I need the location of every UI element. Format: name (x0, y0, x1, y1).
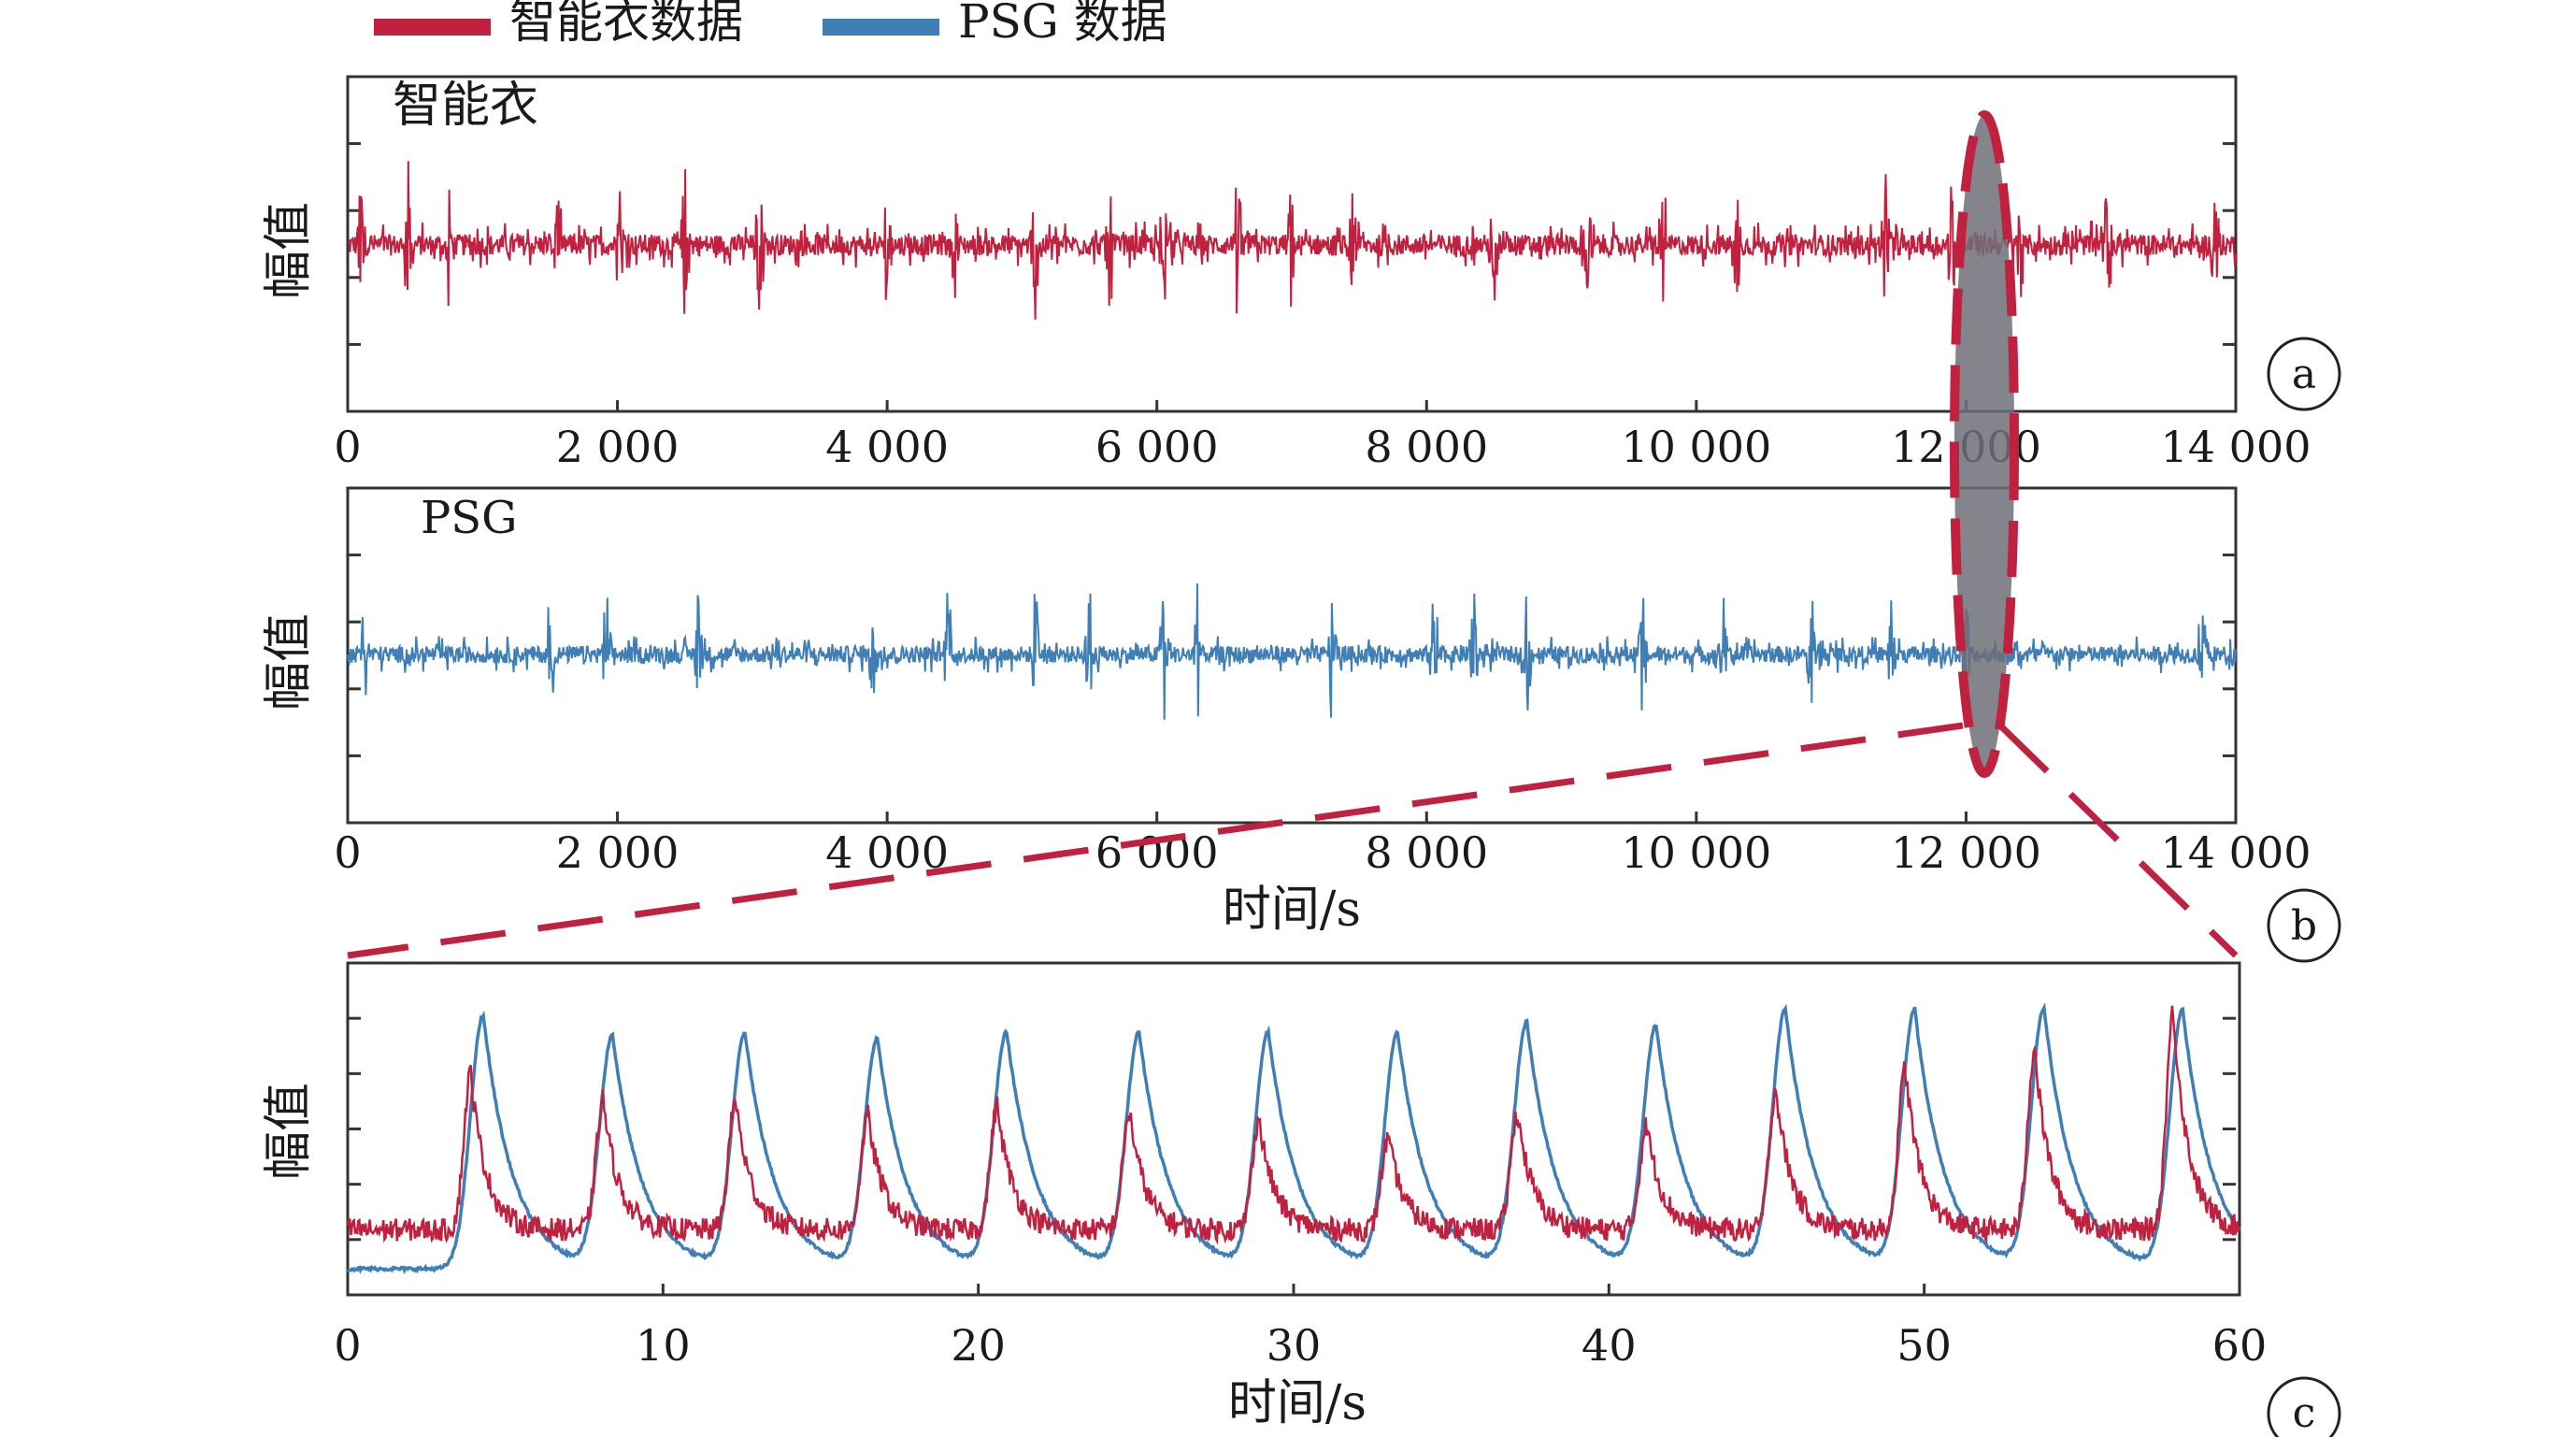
x-tick-label: 8 000 (1365, 422, 1488, 472)
x-tick-label: 4 000 (825, 827, 949, 878)
panel-b-xlabel: 时间/s (1223, 882, 1361, 938)
zoom-highlight (347, 110, 2239, 959)
zoom-line-left (347, 722, 1964, 959)
panel-label-c: c (2267, 1376, 2341, 1437)
x-tick-label: 6 000 (1095, 827, 1219, 878)
panel-label-c-text: c (2293, 1389, 2316, 1437)
panel-a-y-ticks (348, 142, 2236, 346)
panel-a-series-line (347, 161, 2237, 320)
x-tick-label: 10 000 (1621, 827, 1771, 878)
panel-a-ylabel: 幅值 (261, 202, 317, 299)
panel-a-title: 智能衣 (393, 78, 538, 134)
panel-a-frame (346, 75, 2238, 413)
x-tick-label: 30 (1267, 1320, 1322, 1371)
panel-b-x-ticks: 0 2 000 4 000 6 000 8 000 10 000 12 000 14 000 (334, 812, 2311, 878)
x-tick-label: 12 000 (1891, 827, 2041, 878)
legend-swatch-smart-garment (374, 19, 491, 36)
x-tick-label: 10 (636, 1320, 691, 1371)
x-tick-label: 14 000 (2161, 422, 2311, 472)
x-tick-label: 0 (334, 1320, 361, 1371)
panel-label-b: b (2267, 888, 2341, 963)
panel-c: 幅值 0 10 20 30 40 50 60 时间/s (261, 961, 2267, 1431)
x-tick-label: 60 (2212, 1320, 2268, 1371)
x-tick-label: 2 000 (556, 422, 680, 472)
x-tick-label: 10 000 (1621, 422, 1771, 472)
panel-c-ylabel: 幅值 (261, 1083, 317, 1180)
panel-c-psg-line (346, 1002, 2241, 1275)
legend: 智能衣数据 PSG 数据 (374, 0, 1167, 49)
panel-label-a: a (2267, 337, 2341, 411)
panel-label-a-text: a (2292, 351, 2316, 398)
panel-label-b-text: b (2291, 902, 2317, 950)
panel-b-title: PSG (421, 492, 518, 544)
x-tick-label: 8 000 (1365, 827, 1488, 878)
x-tick-label: 50 (1896, 1320, 1952, 1371)
panel-b-ylabel: 幅值 (261, 613, 317, 711)
panel-label-a-circle (2267, 337, 2341, 411)
panel-c-frame (346, 961, 2241, 1297)
panel-b: PSG 幅值 0 2 000 4 000 6 000 8 000 10 000 12 000… (261, 486, 2311, 938)
panel-label-b-circle (2267, 888, 2341, 963)
x-tick-label: 4 000 (825, 422, 949, 472)
x-tick-label: 0 (334, 422, 361, 472)
zoom-line-right (1997, 723, 2239, 958)
x-tick-label: 6 000 (1095, 422, 1219, 472)
panel-c-garment-line (346, 1005, 2240, 1245)
panel-label-c-circle (2267, 1376, 2341, 1437)
legend-label-smart-garment: 智能衣数据 (509, 0, 743, 49)
x-tick-label: 2 000 (556, 827, 680, 878)
panel-b-y-ticks (348, 553, 2236, 757)
panel-c-xlabel: 时间/s (1228, 1375, 1367, 1431)
legend-swatch-psg (823, 19, 939, 36)
x-tick-label: 14 000 (2161, 827, 2311, 878)
panel-c-x-ticks: 0 10 20 30 40 50 60 (334, 1284, 2267, 1371)
x-tick-label: 40 (1581, 1320, 1637, 1371)
legend-label-psg: PSG 数据 (958, 0, 1167, 49)
x-tick-label: 0 (334, 827, 361, 878)
highlight-ellipse (1950, 110, 2019, 778)
x-tick-label: 20 (951, 1320, 1006, 1371)
panel-b-series-line (347, 583, 2237, 720)
panel-c-y-ticks (348, 1016, 2236, 1242)
